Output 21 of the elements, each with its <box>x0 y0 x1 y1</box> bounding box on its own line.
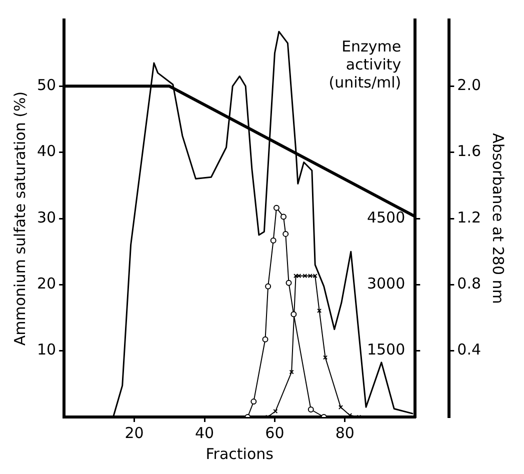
y2-tick-label: 1.6 <box>457 142 482 160</box>
y-tick-label: 30 <box>36 208 56 226</box>
y-tick-label: 50 <box>36 76 56 94</box>
y2-tick-label: 1.2 <box>457 208 482 226</box>
y2-axis-title: Absorbance at 280 nm <box>489 133 508 304</box>
x-tick-label: 60 <box>265 424 284 442</box>
x-axis-title: Fractions <box>206 444 274 463</box>
x-tick-label: 80 <box>335 424 354 442</box>
y-tick-label: 20 <box>36 274 56 293</box>
y2-tick-label: 0.8 <box>457 274 482 293</box>
y3-tick-label: 3000 <box>366 274 406 293</box>
y2-tick-label: 2.0 <box>457 76 482 94</box>
y-tick-label: 10 <box>36 340 56 359</box>
y3-tick-label: 1500 <box>366 340 406 359</box>
x-tick-label: 20 <box>124 424 144 442</box>
y3-tick-label: 4500 <box>366 208 406 226</box>
y2-tick-label: 0.4 <box>457 340 482 359</box>
y3-axis-title: Enzyme activity (units/ml) <box>328 37 402 92</box>
y-tick-label: 40 <box>36 142 56 160</box>
y-axis-title: Ammonium sulfate saturation (%) <box>10 91 29 346</box>
x-tick-label: 40 <box>194 424 214 442</box>
